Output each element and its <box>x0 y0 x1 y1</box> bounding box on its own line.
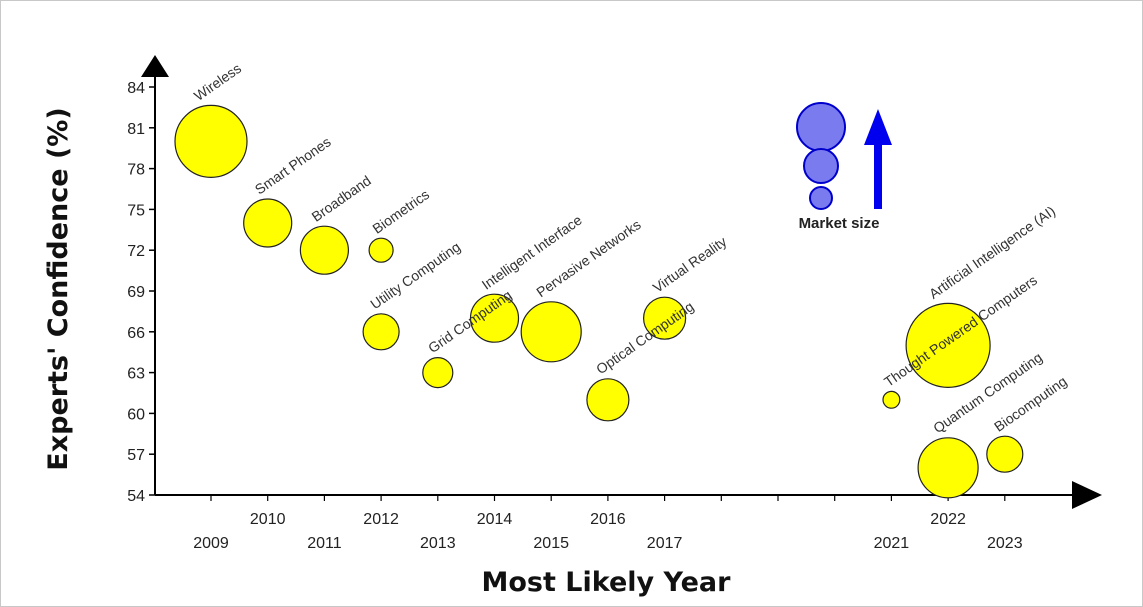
y-tick-label: 60 <box>127 406 145 423</box>
legend-arrow-shaft <box>874 141 882 209</box>
x-axis-title: Most Likely Year <box>482 567 732 598</box>
y-tick-label: 84 <box>127 80 145 97</box>
x-tick-label-upper: 2012 <box>363 511 399 528</box>
y-tick-label: 72 <box>127 243 145 260</box>
bubble-label: Broadband <box>309 172 374 224</box>
x-tick-label-lower: 2023 <box>987 535 1023 552</box>
data-bubble <box>917 437 979 499</box>
data-bubble <box>368 237 394 263</box>
x-axis-arrowhead <box>1072 481 1102 509</box>
y-tick-label: 78 <box>127 162 145 179</box>
y-tick-label: 66 <box>127 325 145 342</box>
data-bubble <box>243 198 293 248</box>
data-bubble <box>520 301 582 363</box>
y-tick-label: 81 <box>127 121 145 138</box>
x-tick-label-upper: 2016 <box>590 511 626 528</box>
x-tick-label-upper: 2010 <box>250 511 286 528</box>
bubble-label: Biometrics <box>369 186 432 237</box>
y-axis-title: Experts' Confidence (%) <box>43 107 74 470</box>
x-tick-label-lower: 2021 <box>874 535 910 552</box>
x-tick-label-upper: 2014 <box>477 511 513 528</box>
data-bubble <box>422 357 454 389</box>
bubble-label: Smart Phones <box>252 133 334 197</box>
legend-arrow-head <box>864 109 892 145</box>
x-tick-label-lower: 2009 <box>193 535 229 552</box>
y-axis-arrowhead <box>141 55 169 77</box>
legend-bubble-small <box>809 186 833 210</box>
data-bubble <box>362 313 400 351</box>
y-tick-label: 69 <box>127 284 145 301</box>
data-bubble <box>905 302 991 388</box>
data-bubble <box>882 390 901 409</box>
bubble-label: Wireless <box>191 60 244 104</box>
legend-bubble-large <box>796 102 846 152</box>
x-tick-label-lower: 2013 <box>420 535 456 552</box>
y-tick-label: 54 <box>127 488 145 505</box>
x-tick-label-lower: 2017 <box>647 535 683 552</box>
data-bubble <box>586 378 630 422</box>
legend-bubble-medium <box>803 148 839 184</box>
data-bubble <box>642 296 687 340</box>
data-bubble <box>986 435 1024 473</box>
y-tick-label: 75 <box>127 202 145 219</box>
x-tick-label-upper: 2022 <box>930 511 966 528</box>
x-tick-label-lower: 2011 <box>307 535 342 552</box>
legend-label: Market size <box>799 215 880 232</box>
bubble-label: Artificial Intelligence (AI) <box>926 203 1058 302</box>
bubble-label: Virtual Reality <box>650 233 730 296</box>
data-bubble <box>299 225 349 275</box>
y-tick-label: 63 <box>127 366 145 383</box>
x-tick-label-lower: 2015 <box>533 535 569 552</box>
y-tick-label: 57 <box>127 447 145 464</box>
data-bubble <box>469 293 520 343</box>
data-bubble <box>174 104 248 178</box>
